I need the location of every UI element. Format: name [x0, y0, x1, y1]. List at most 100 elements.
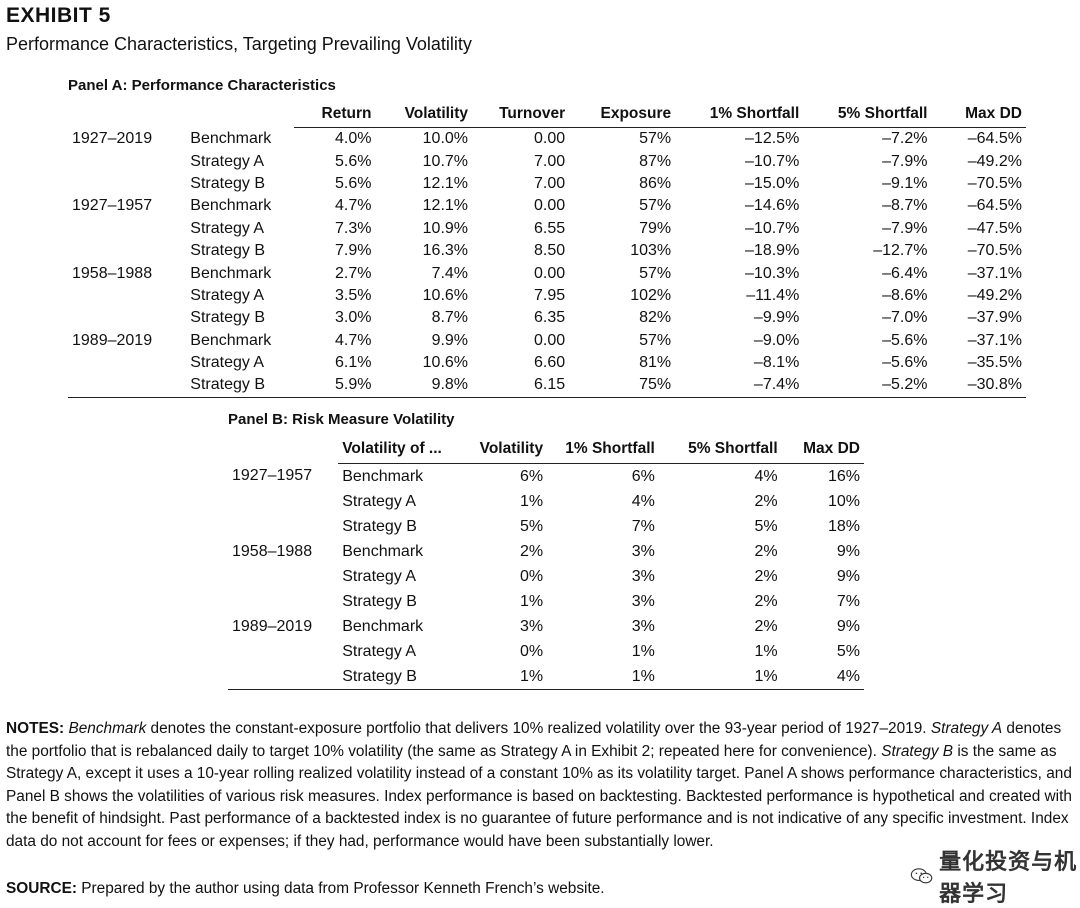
panel-a-value-cell: 57%	[639, 197, 672, 215]
panel-a-value-cell: 0.00	[533, 197, 566, 215]
panel-a-value-cell: 0.00	[533, 264, 566, 282]
panel-a-row: Strategy B 5.9% 9.8% 6.15 75% –7.4% –5.2% –30.8…	[68, 374, 1026, 398]
panel-b-value-cell: 2%	[754, 592, 778, 610]
panel-a-value-cell: 7.4%	[431, 264, 469, 282]
panel-a-value-cell: 6.1%	[334, 354, 372, 372]
panel-a-row: Strategy B 5.6% 12.1% 7.00 86% –15.0% –9.1% –70…	[68, 173, 1026, 195]
panel-b-label-cell: Strategy A	[342, 567, 417, 585]
panel-a-period-cell	[68, 150, 186, 172]
panel-b-value-cell: 3%	[631, 542, 655, 560]
panel-b-value-cell: 4%	[781, 664, 864, 690]
panel-a-value-cell: –5.6%	[882, 354, 928, 372]
panel-b-value-cell: 5%	[836, 642, 860, 660]
panel-a-value-cell: –11.4%	[746, 286, 800, 304]
panel-a-value-cell: 7.3%	[334, 219, 372, 237]
panel-b-header-volatility: Volatility	[459, 437, 548, 464]
panel-a-header-blank	[186, 103, 293, 128]
panel-a-value-cell: 8.7%	[431, 309, 469, 327]
panel-a-period-cell	[68, 173, 186, 195]
panel-a-value-cell: 82%	[639, 309, 672, 327]
panel-a-header-turnover: Turnover	[472, 103, 570, 128]
panel-b-header-volatility-of: Volatility of ...	[338, 437, 460, 464]
wechat-icon	[910, 868, 933, 884]
panel-b-row: 1927–1957 Benchmark 6% 6% 4% 16%	[228, 464, 864, 490]
panel-a-period-cell: 1989–2019	[72, 331, 153, 349]
panel-a-value-cell: 12.1%	[422, 174, 469, 192]
notes: NOTES: Benchmark denotes the constant-ex…	[6, 718, 1078, 854]
panel-a-value-cell: 2.7%	[334, 264, 372, 282]
panel-a-header-5pct-shortfall: 5% Shortfall	[803, 103, 932, 128]
panel-a-value-cell: 57%	[639, 264, 672, 282]
panel-b-value-cell: 3%	[519, 617, 544, 635]
panel-a-row: 1958–1988 Benchmark 2.7% 7.4% 0.00 57% –10.3% –…	[68, 262, 1026, 284]
panel-a-value-cell: –7.4%	[675, 374, 804, 398]
panel-a-value-cell: 7.9%	[334, 242, 372, 260]
panel-a-header-volatility: Volatility	[375, 103, 473, 128]
panel-a-value-cell: 6.55	[533, 219, 566, 237]
panel-a-label-cell: Strategy B	[190, 174, 265, 192]
panel-a-value-cell: 3.5%	[334, 286, 372, 304]
panel-b-value-cell: 3%	[631, 617, 655, 635]
panel-b-header-max-dd: Max DD	[781, 437, 864, 464]
panel-a-value-cell: –9.0%	[753, 331, 800, 349]
panel-a-value-cell: 8.50	[533, 242, 566, 260]
panel-a-value-cell: 7.00	[533, 174, 566, 192]
panel-a-value-cell: 6.15	[472, 374, 570, 398]
panel-b-label-cell: Benchmark	[342, 542, 424, 560]
panel-a-value-cell: 103%	[630, 242, 672, 260]
panel-a-row: Strategy B 7.9% 16.3% 8.50 103% –18.9% –12.7% –…	[68, 240, 1026, 262]
panel-a-value-cell: –8.7%	[882, 197, 928, 215]
panel-b-value-cell: 2%	[754, 567, 778, 585]
panel-b-value-cell: 1%	[459, 664, 548, 690]
panel-a-value-cell: –14.6%	[745, 197, 800, 215]
panel-b-value-cell: 9%	[836, 567, 860, 585]
panel-a-period-cell	[68, 218, 186, 240]
panel-b-label-cell: Strategy B	[338, 664, 460, 690]
panel-b-header-row: Volatility of ... Volatility 1% Shortfal…	[228, 437, 864, 464]
panel-a-value-cell: 9.8%	[375, 374, 473, 398]
watermark-text: 量化投资与机器学习	[939, 849, 1078, 906]
panel-b-value-cell: 1%	[547, 664, 659, 690]
panel-a-value-cell: 57%	[639, 130, 672, 148]
panel-a-value-cell: –6.4%	[882, 264, 928, 282]
panel-a-value-cell: 86%	[639, 174, 672, 192]
panel-b-period-cell	[228, 489, 338, 514]
exhibit-subtitle: Performance Characteristics, Targeting P…	[6, 34, 472, 54]
panel-a-value-cell: –7.9%	[882, 219, 928, 237]
panel-b-label-cell: Strategy B	[342, 592, 417, 610]
panel-a-value-cell: –7.0%	[882, 309, 928, 327]
panel-b-label-cell: Benchmark	[342, 617, 424, 635]
panel-a-value-cell: 5.6%	[334, 174, 372, 192]
notes-label: NOTES:	[6, 720, 65, 737]
panel-b-label-cell: Strategy B	[342, 517, 417, 535]
source-label: SOURCE:	[6, 880, 77, 897]
panel-a-value-cell: 79%	[639, 219, 672, 237]
panel-a-value-cell: 10.0%	[422, 130, 469, 148]
panel-b-row: Strategy A 0% 1% 1% 5%	[228, 639, 864, 664]
panel-b-row: 1958–1988 Benchmark 2% 3% 2% 9%	[228, 539, 864, 564]
panel-b-period-cell	[228, 514, 338, 539]
panel-a-value-cell: 5.9%	[293, 374, 376, 398]
panel-a-value-cell: 3.0%	[334, 309, 372, 327]
panel-a-value-cell: 6.60	[533, 354, 566, 372]
panel-a-value-cell: –30.8%	[931, 374, 1026, 398]
panel-b-period-cell	[228, 564, 338, 589]
panel-b-value-cell: 2%	[754, 617, 778, 635]
panel-a-label-cell: Strategy A	[190, 152, 265, 170]
panel-b-period-cell	[228, 664, 339, 690]
panel-a-table: Return Volatility Turnover Exposure 1% S…	[68, 103, 1026, 398]
panel-a-label-cell: Strategy B	[186, 374, 294, 398]
panel-a-value-cell: 10.7%	[422, 152, 469, 170]
panel-a-value-cell: –70.5%	[967, 242, 1022, 260]
panel-a-value-cell: –18.9%	[745, 242, 800, 260]
panel-b-value-cell: 5%	[519, 517, 544, 535]
panel-b-header-5pct-shortfall: 5% Shortfall	[658, 437, 782, 464]
panel-a-label-cell: Benchmark	[190, 129, 272, 147]
panel-a-label-cell: Strategy B	[190, 309, 265, 327]
panel-b-row: 1989–2019 Benchmark 3% 3% 2% 9%	[228, 614, 864, 639]
panel-a-period-cell	[68, 240, 186, 262]
panel-a-row: Strategy A 5.6% 10.7% 7.00 87% –10.7% –7.9% –49…	[68, 150, 1026, 172]
panel-a-value-cell: 7.00	[533, 152, 566, 170]
panel-a-value-cell: 4.0%	[334, 130, 372, 148]
panel-a-value-cell: 0.00	[533, 130, 566, 148]
